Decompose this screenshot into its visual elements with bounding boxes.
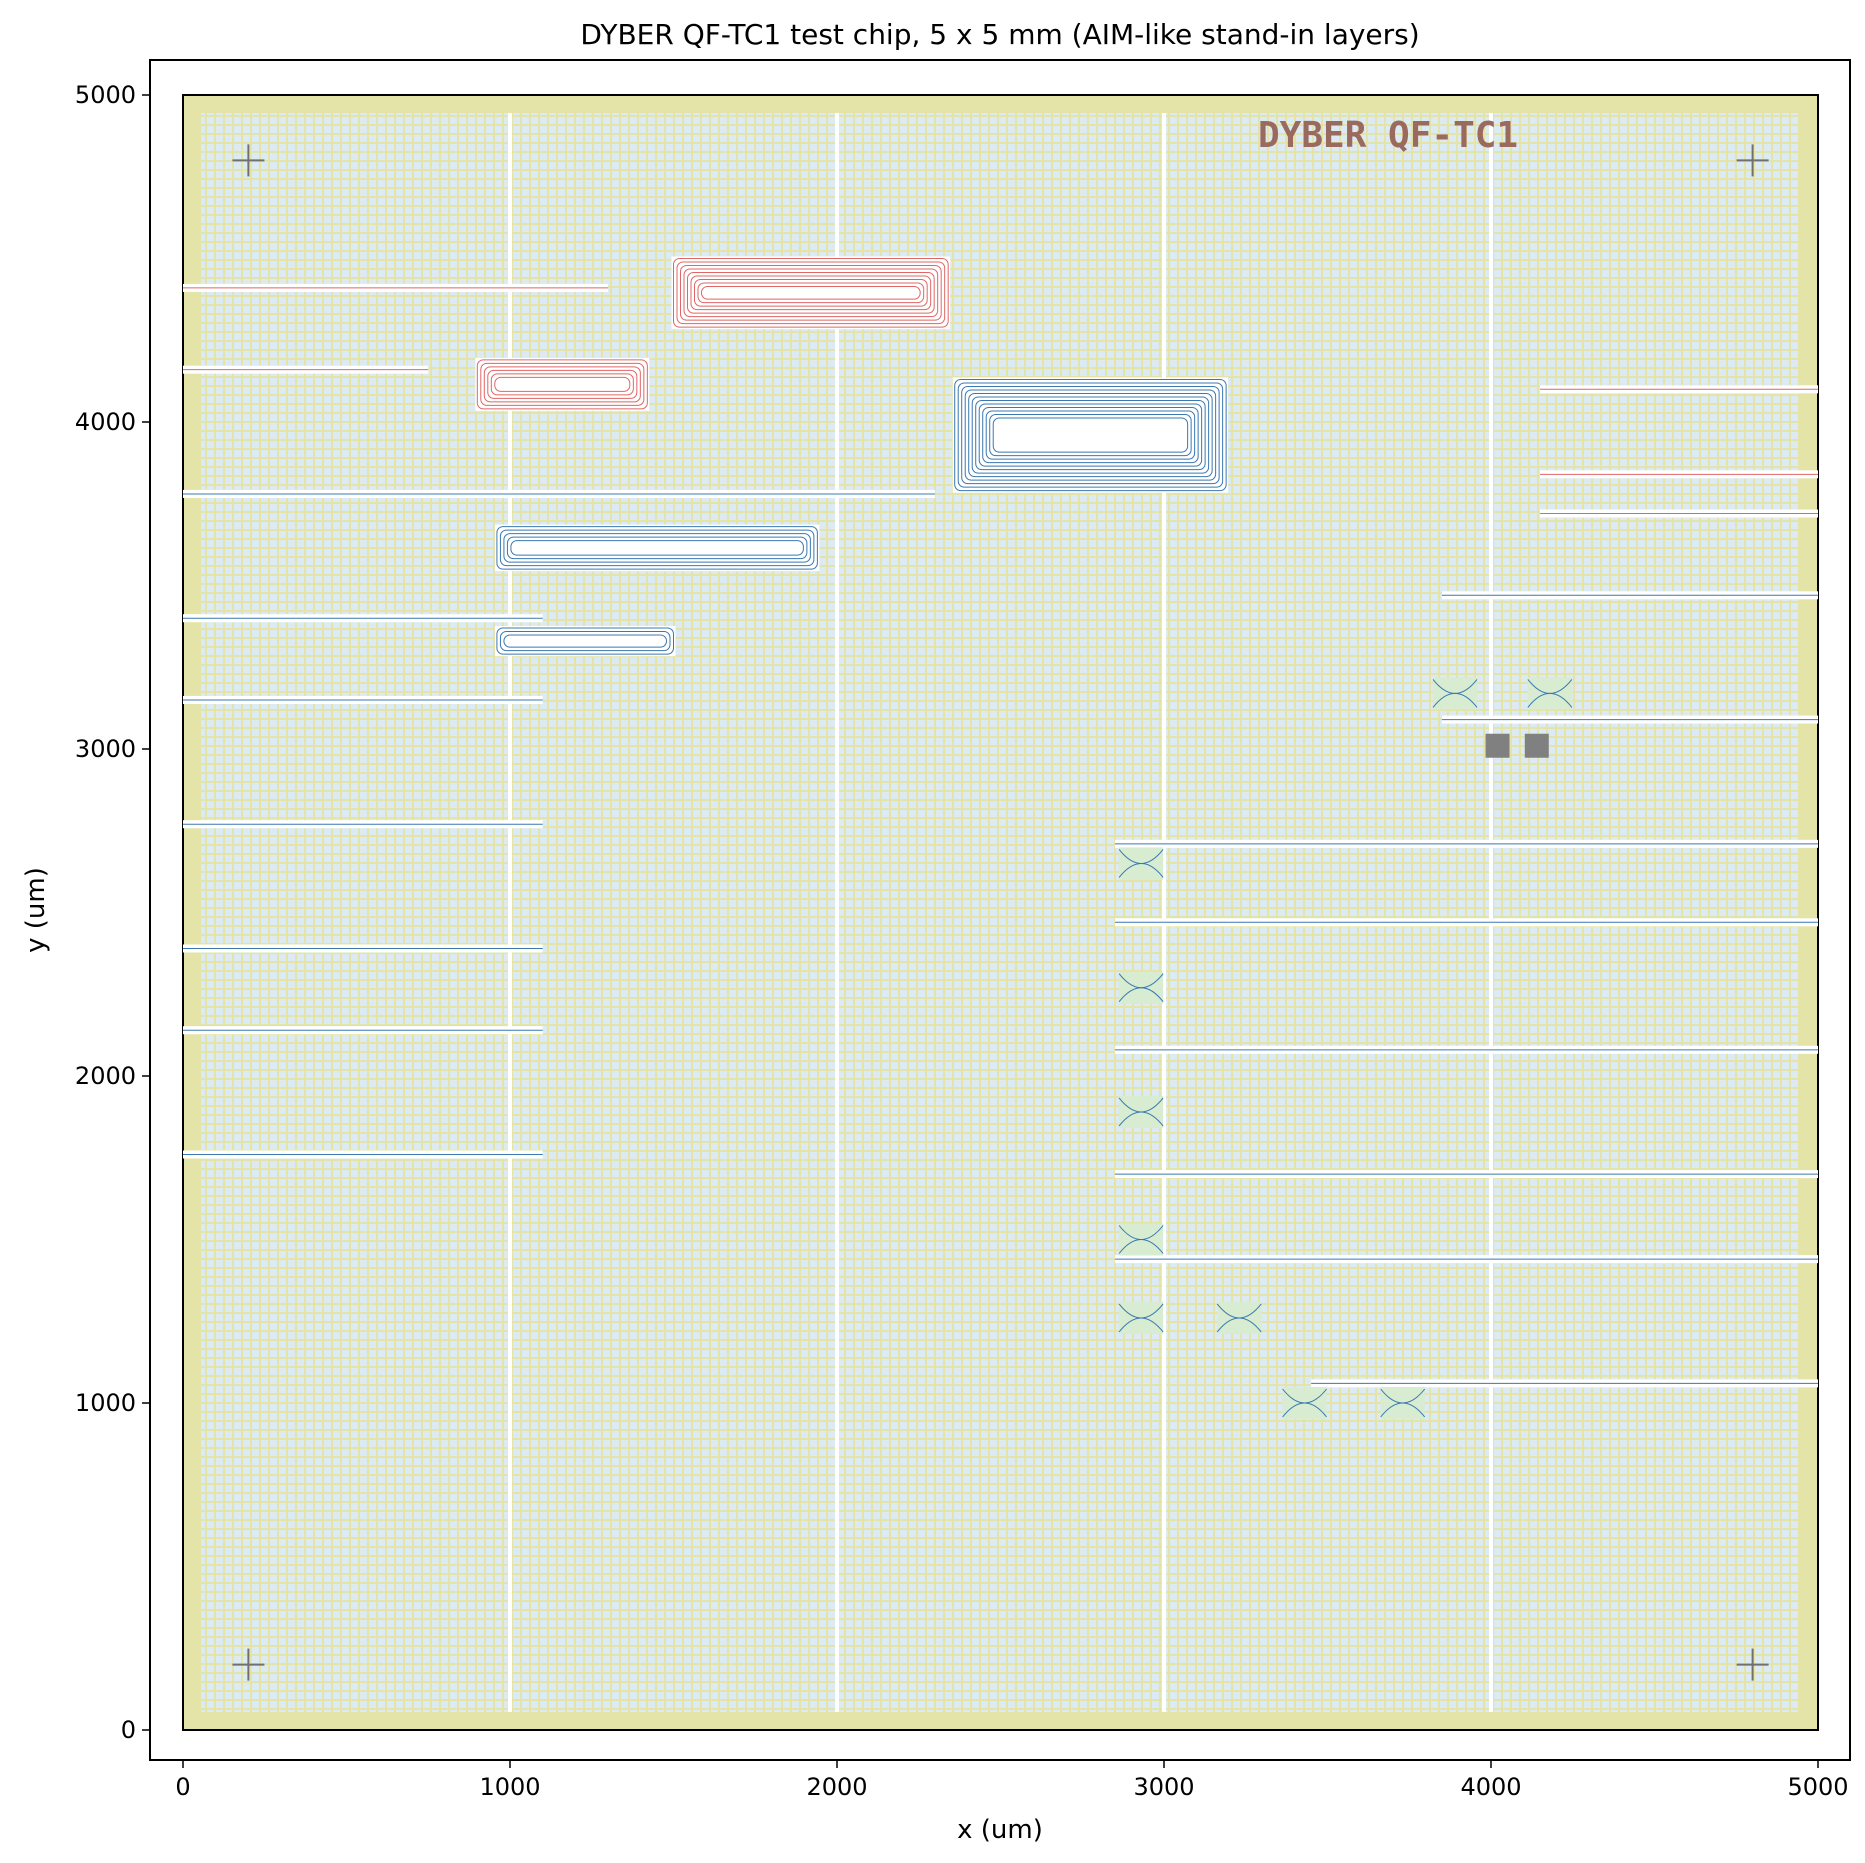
- blue-spiral-turn: [989, 413, 1192, 457]
- chip-label: DYBER QF-TC1: [1258, 115, 1518, 156]
- red-spiral-turn: [676, 261, 946, 325]
- coupler-arm: [1216, 1317, 1262, 1333]
- y-tick-label: 0: [121, 1716, 136, 1744]
- layout-layer: [183, 144, 1818, 1681]
- x-tick-label: 1000: [479, 1773, 540, 1801]
- red-spiral-turn: [490, 373, 634, 396]
- blue-spiral-turn: [954, 378, 1227, 492]
- red-spiral-turn: [476, 359, 648, 410]
- coupler-arm: [1118, 987, 1164, 1003]
- red-spiral-clear: [671, 256, 951, 330]
- red-spiral-clear: [475, 357, 650, 411]
- blue-spiral-turn: [968, 392, 1213, 478]
- blue-spiral: [494, 626, 676, 657]
- x-tick-label: 2000: [806, 1773, 867, 1801]
- fill-street: [835, 113, 839, 1712]
- blue-spiral-turn: [503, 533, 811, 563]
- x-tick-label: 3000: [1133, 1773, 1194, 1801]
- blue-spiral-turn: [985, 410, 1196, 460]
- x-axis-label: x (um): [957, 1815, 1043, 1845]
- y-tick-label: 2000: [75, 1062, 136, 1090]
- blue-spiral-turn: [510, 540, 804, 556]
- blue-spiral-turn: [957, 382, 1224, 488]
- red-spiral-turn: [483, 366, 641, 403]
- red-spiral-turn: [687, 272, 935, 314]
- coupler-arm: [1432, 692, 1478, 708]
- fill-pattern: [201, 113, 1800, 1712]
- coupler-arm: [1118, 1239, 1164, 1254]
- y-tick-label: 1000: [75, 1389, 136, 1417]
- red-spiral-turn: [697, 282, 925, 304]
- coupler-arm: [1380, 1402, 1426, 1418]
- red-spiral-turn: [701, 286, 921, 300]
- red-spiral-turn: [494, 376, 631, 392]
- blue-spiral-turn: [506, 536, 808, 560]
- bond-pad: [1485, 733, 1510, 758]
- coupler-arm: [1527, 692, 1573, 708]
- fill-street: [1489, 113, 1493, 1712]
- red-spiral: [475, 357, 650, 411]
- blue-spiral-clear: [952, 377, 1229, 493]
- blue-spiral-turn: [499, 529, 815, 567]
- red-spiral-turn: [480, 362, 645, 406]
- coupler-arm: [1118, 1317, 1164, 1333]
- blue-spiral-turn: [961, 385, 1220, 485]
- coupler-arm: [1282, 1402, 1328, 1418]
- red-spiral-turn: [683, 268, 939, 318]
- blue-spiral: [952, 377, 1229, 493]
- red-spiral-turn: [694, 279, 928, 307]
- blue-spiral-turn: [496, 627, 675, 655]
- blue-spiral-turn: [964, 389, 1217, 481]
- blue-spiral-clear: [494, 524, 820, 572]
- y-tick-label: 3000: [75, 735, 136, 763]
- blue-spiral: [494, 524, 820, 572]
- coupler-arm: [1118, 1111, 1164, 1127]
- fill-gaps: [508, 113, 1493, 1712]
- fill-street: [1162, 113, 1166, 1712]
- x-tick-label: 4000: [1460, 1773, 1521, 1801]
- blue-spiral-clear: [494, 626, 676, 657]
- red-spiral-turn: [673, 258, 949, 328]
- red-spiral-turn: [487, 369, 638, 399]
- die: [182, 94, 1819, 1731]
- x-axis-ticks: 0 1000 2000 3000 4000 5000: [175, 1760, 1849, 1801]
- blue-spiral-turn: [975, 399, 1206, 471]
- red-spiral: [671, 256, 951, 330]
- blue-spiral-turn: [978, 403, 1203, 467]
- coupler-arm: [1118, 862, 1164, 878]
- y-axis-label: y (um): [21, 867, 51, 953]
- bond-pad: [1524, 733, 1549, 758]
- blue-spiral-turn: [499, 631, 671, 652]
- blue-spiral-turn: [992, 417, 1189, 453]
- y-axis-ticks: 0 1000 2000 3000 4000 5000: [75, 81, 150, 1744]
- y-tick-label: 5000: [75, 81, 136, 109]
- blue-spiral-turn: [503, 634, 668, 648]
- blue-spiral-turn: [982, 406, 1199, 464]
- y-tick-label: 4000: [75, 408, 136, 436]
- x-tick-label: 0: [175, 1773, 190, 1801]
- red-spiral-turn: [680, 265, 942, 321]
- x-tick-label: 5000: [1787, 1773, 1848, 1801]
- red-spiral-turn: [690, 275, 932, 311]
- blue-spiral-turn: [971, 396, 1210, 474]
- fill-street: [508, 113, 512, 1712]
- blue-spiral-turn: [496, 526, 818, 570]
- figure-title: DYBER QF-TC1 test chip, 5 x 5 mm (AIM-li…: [580, 18, 1419, 51]
